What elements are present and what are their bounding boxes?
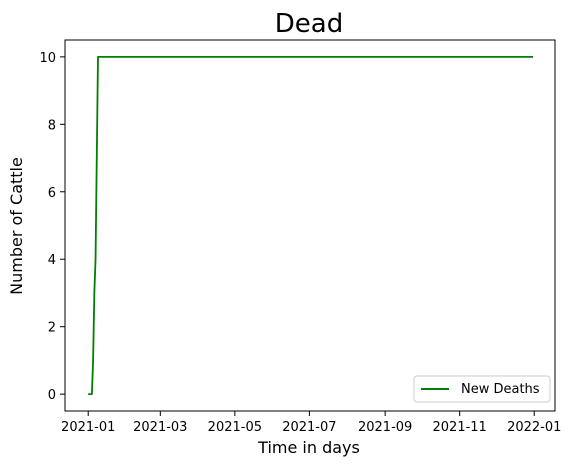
legend-box [413, 375, 551, 403]
x-axis-label: Time in days [257, 438, 360, 457]
x-tick-label: 2021-09 [358, 420, 412, 435]
x-tick-label: 2021-03 [133, 420, 187, 435]
plot-frame [64, 39, 556, 412]
series-line-new-deaths [88, 55, 533, 396]
y-tick-label: 4 [48, 253, 56, 268]
x-tick-label: 2021-05 [208, 420, 262, 435]
y-axis-label: Number of Cattle [7, 157, 26, 295]
x-tick-label: 2022-01 [507, 420, 561, 435]
y-tick-label: 0 [48, 388, 56, 403]
legend-label-new-deaths: New Deaths [461, 382, 540, 397]
plot-area [64, 39, 556, 412]
x-tick-label: 2021-01 [61, 420, 115, 435]
y-axis: 0 2 4 6 8 10 [39, 51, 65, 403]
series-layer [88, 55, 533, 396]
y-tick-label: 2 [48, 321, 56, 336]
x-tick-label: 2021-11 [433, 420, 487, 435]
x-axis: 2021-01 2021-03 2021-05 2021-07 2021-09 2021-… [61, 411, 561, 435]
legend: New Deaths [413, 375, 551, 403]
y-tick-label: 8 [48, 118, 56, 133]
chart-title: Dead [275, 9, 343, 39]
x-tick-label: 2021-07 [282, 420, 336, 435]
y-tick-label: 10 [39, 51, 56, 66]
y-tick-label: 6 [48, 186, 56, 201]
